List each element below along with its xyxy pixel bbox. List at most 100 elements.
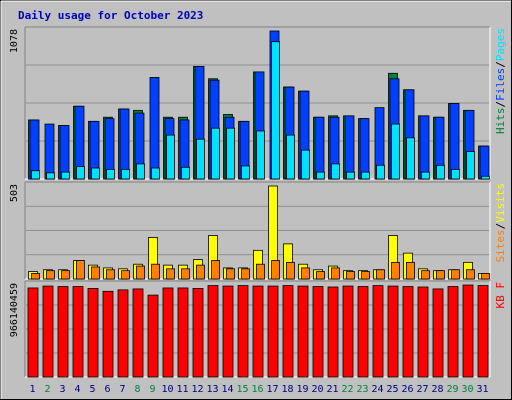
legend-entry-sites: Sites	[494, 229, 507, 262]
bar-kbytes	[87, 288, 99, 378]
bar-sites	[391, 261, 400, 280]
x-tick-label: 2	[44, 384, 50, 395]
bar-sites	[361, 271, 370, 280]
bar-pages	[181, 166, 190, 180]
bar-kbytes	[432, 288, 444, 378]
x-tick-label: 12	[191, 384, 203, 395]
legend-entry-kbytes: KB F	[494, 282, 507, 309]
bar-sites	[241, 268, 250, 280]
bar-pages	[121, 168, 130, 180]
bar-files	[149, 77, 160, 180]
ymax-label: 966140459	[9, 283, 20, 337]
bar-kbytes	[177, 287, 189, 378]
bar-sites	[286, 261, 295, 280]
legend-entry-pages: Pages	[494, 28, 507, 61]
bar-pages	[481, 175, 490, 180]
bar-files	[449, 103, 460, 180]
x-tick-label: 15	[236, 384, 248, 395]
bar-sites	[451, 269, 460, 280]
x-tick-label: 5	[89, 384, 95, 395]
bar-pages	[346, 171, 355, 180]
x-tick-label: 3	[59, 384, 65, 395]
bar-kbytes	[417, 286, 429, 378]
bar-kbytes	[72, 286, 84, 378]
bar-kbytes	[162, 287, 174, 378]
bar-pages	[61, 171, 70, 180]
bar-sites	[76, 260, 85, 280]
bar-pages	[286, 134, 295, 180]
bar-kbytes	[342, 285, 354, 378]
bar-kbytes	[207, 285, 219, 378]
bar-kbytes	[312, 286, 324, 378]
bar-sites	[61, 270, 70, 280]
legend-separator: /	[494, 61, 507, 68]
bar-files	[314, 116, 325, 180]
bar-kbytes	[192, 288, 204, 378]
bar-pages	[316, 171, 325, 180]
bar-kbytes	[252, 285, 264, 378]
x-tick-label: 19	[296, 384, 308, 395]
x-tick-label: 23	[356, 384, 368, 395]
bar-pages	[406, 137, 415, 180]
bar-sites	[196, 264, 205, 280]
bar-kbytes	[237, 285, 249, 378]
bar-pages	[256, 130, 265, 180]
x-tick-label: 9	[149, 384, 155, 395]
bar-sites	[376, 269, 385, 280]
bar-sites	[181, 268, 190, 280]
legend: Hits/Files/Pages	[494, 28, 507, 134]
bar-kbytes	[447, 286, 459, 378]
x-tick-label: 21	[326, 384, 338, 395]
bar-kbytes	[102, 290, 114, 378]
x-tick-label: 10	[161, 384, 173, 395]
bar-sites	[466, 269, 475, 280]
bar-sites	[91, 266, 100, 280]
x-tick-label: 13	[206, 384, 218, 395]
bar-pages	[226, 127, 235, 180]
bar-sites	[136, 265, 145, 280]
x-tick-label: 18	[281, 384, 293, 395]
bar-files	[479, 145, 490, 180]
bar-pages	[466, 151, 475, 180]
bar-sites	[31, 273, 40, 280]
bar-kbytes	[222, 285, 234, 378]
bar-pages	[421, 171, 430, 180]
x-tick-label: 26	[401, 384, 413, 395]
bar-pages	[451, 168, 460, 180]
bar-kbytes	[402, 286, 414, 378]
x-axis-labels: 1 2 3 4 5 6 7 8 9 10 11 12 13 14 15 16 17 18 19 20 21 22 23 24 2…	[29, 384, 488, 395]
bar-files	[119, 108, 130, 180]
bar-pages	[106, 168, 115, 180]
bar-sites	[256, 263, 265, 280]
bar-sites	[406, 261, 415, 280]
x-tick-label: 28	[431, 384, 443, 395]
bar-kbytes	[282, 285, 294, 378]
bar-kbytes	[42, 285, 54, 378]
bar-kbytes	[357, 286, 369, 378]
bar-pages	[331, 163, 340, 180]
x-tick-label: 22	[341, 384, 353, 395]
x-tick-label: 4	[74, 384, 80, 395]
x-tick-label: 8	[134, 384, 140, 395]
bar-sites	[121, 270, 130, 280]
bar-files	[29, 119, 40, 180]
bar-pages	[151, 167, 160, 180]
bar-sites	[301, 267, 310, 280]
x-tick-label: 6	[104, 384, 110, 395]
bar-pages	[136, 163, 145, 180]
bar-kbytes	[297, 285, 309, 378]
bar-files	[59, 125, 70, 180]
legend-entry-visits: Visits	[494, 183, 507, 223]
legend-entry-files: Files	[494, 68, 507, 101]
bar-pages	[76, 166, 85, 180]
x-tick-label: 25	[386, 384, 398, 395]
bar-kbytes	[57, 286, 69, 378]
x-tick-label: 17	[266, 384, 278, 395]
x-tick-label: 30	[461, 384, 473, 395]
bar-sites	[151, 263, 160, 280]
bar-kbytes	[372, 285, 384, 378]
bar-pages	[361, 171, 370, 180]
bar-sites	[211, 260, 220, 280]
